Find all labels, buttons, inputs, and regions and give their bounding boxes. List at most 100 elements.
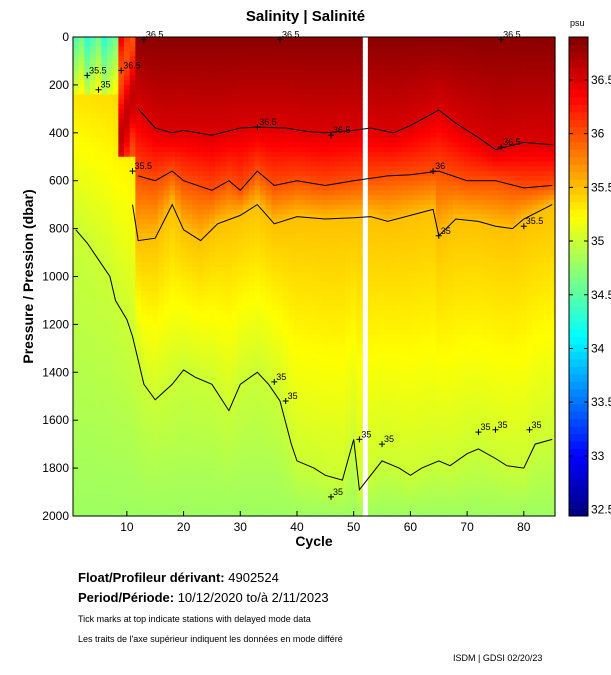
heatmap-cell [299,238,307,244]
heatmap-cell [271,142,278,148]
heatmap-cell [305,405,312,412]
heatmap-cell [175,262,182,268]
heatmap-cell [277,65,284,72]
heatmap-cell [271,75,278,81]
heatmap-cell [294,99,301,105]
heatmap-cell [118,204,125,211]
heatmap-cell [226,420,233,426]
heatmap-cell [73,276,80,282]
heatmap-cell [129,228,136,234]
heatmap-cell [322,329,329,335]
heatmap-cell [141,118,148,124]
heatmap-cell [254,420,261,426]
heatmap-cell [339,51,346,57]
heatmap-cell [294,180,301,187]
heatmap-cell [175,123,182,129]
heatmap-cell [158,420,165,426]
heatmap-cell [209,247,216,254]
heatmap-cell [135,108,142,115]
heatmap-cell [248,195,256,201]
heatmap-cell [180,252,188,258]
heatmap-cell [254,405,261,412]
heatmap-cell [192,463,199,469]
heatmap-cell [311,118,318,124]
heatmap-cell [254,108,261,115]
heatmap-cell [214,199,222,206]
heatmap-cell [118,171,125,177]
heatmap-cell [175,137,182,143]
heatmap-cell [248,113,256,120]
heatmap-cell [237,166,244,172]
heatmap-cell [248,128,256,134]
heatmap-cell [294,219,301,225]
heatmap-cell [129,405,136,412]
heatmap-cell [350,108,358,115]
heatmap-cell [237,477,244,484]
heatmap-cell [271,51,278,57]
heatmap-cell [169,401,176,407]
heatmap-cell [95,329,102,335]
heatmap-cell [141,60,148,67]
heatmap-cell [192,281,199,287]
heatmap-cell [112,501,119,508]
heatmap-cell [328,233,335,239]
heatmap-cell [163,295,170,302]
heatmap-cell [265,444,273,450]
heatmap-cell [90,84,97,91]
heatmap-cell [294,41,301,48]
heatmap-cell [305,367,312,373]
heatmap-cell [112,37,119,43]
heatmap-cell [260,65,267,72]
heatmap-cell [231,290,239,297]
heatmap-cell [78,99,85,105]
heatmap-cell [118,180,125,187]
heatmap-cell [214,252,222,258]
heatmap-cell [158,161,165,167]
heatmap-cell [288,142,295,148]
heatmap-cell [73,41,80,48]
heatmap-cell [294,113,301,120]
heatmap-cell [129,142,136,148]
heatmap-cell [197,190,205,196]
heatmap-cell [294,329,301,335]
heatmap-cell [345,472,352,479]
heatmap-cell [112,84,119,91]
heatmap-cell [345,333,352,340]
heatmap-cell [95,37,102,43]
heatmap-cell [209,80,216,86]
heatmap-cell [175,104,182,110]
heatmap-cell [158,195,165,201]
heatmap-cell [248,161,256,167]
heatmap-cell [277,477,284,484]
heatmap-cell [90,209,97,215]
heatmap-cell [141,99,148,105]
heatmap-cell [203,444,210,450]
heatmap-cell [311,46,318,52]
heatmap-cell [271,343,278,349]
heatmap-cell [214,324,222,330]
heatmap-cell [339,65,346,72]
heatmap-cell [203,219,210,225]
heatmap-cell [220,147,227,153]
heatmap-cell [333,458,341,464]
heatmap-cell [316,487,324,493]
heatmap-cell [248,89,256,96]
heatmap-cell [282,84,290,91]
heatmap-cell [112,310,119,316]
heatmap-cell [294,209,301,215]
heatmap-cell [175,147,182,153]
heatmap-cell [328,305,335,311]
heatmap-cell [158,190,165,196]
heatmap-cell [339,319,346,325]
heatmap-cell [129,415,136,421]
heatmap-cell [146,353,153,359]
heatmap-cell [339,123,346,129]
heatmap-cell [226,401,233,407]
heatmap-cell [78,329,85,335]
heatmap-cell [282,324,290,330]
heatmap-cell [73,89,80,96]
heatmap-cell [237,420,244,426]
heatmap-cell [260,118,267,124]
heatmap-cell [254,161,261,167]
heatmap-cell [294,319,301,325]
